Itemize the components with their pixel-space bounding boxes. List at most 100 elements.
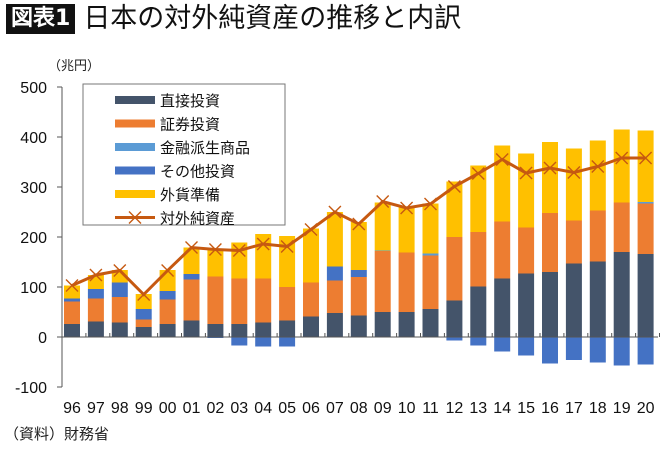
- bar-証券投資-12: [446, 237, 463, 301]
- line-marker-19: [615, 151, 629, 165]
- bar-外貨準備-06: [303, 228, 319, 283]
- bar-証券投資-09: [374, 251, 391, 312]
- x-tick-label: 00: [159, 400, 177, 417]
- bar-外貨準備-20: [637, 130, 654, 202]
- bar-直接投資-07: [326, 313, 343, 337]
- line-marker-04: [256, 237, 270, 251]
- line-marker-13: [471, 167, 485, 180]
- bar-証券投資-13: [470, 232, 487, 287]
- bar-外貨準備-10: [398, 207, 415, 253]
- bar-証券投資-06: [303, 282, 319, 317]
- x-tick-label: 07: [326, 400, 344, 417]
- bar-直接投資-05: [279, 320, 296, 337]
- bar-直接投資-97: [87, 321, 104, 337]
- bar-外貨準備-15: [518, 153, 535, 228]
- bar-直接投資-08: [350, 315, 367, 337]
- bar-その他投資-03: [231, 337, 248, 346]
- x-tick-label: 11: [422, 400, 439, 417]
- bar-外貨準備-01: [183, 247, 200, 274]
- bar-直接投資-12: [446, 300, 463, 337]
- bar-その他投資-08: [350, 270, 367, 277]
- line-marker-99: [137, 288, 151, 301]
- bar-直接投資-06: [303, 316, 319, 337]
- bar-外貨準備-02: [207, 249, 224, 277]
- bar-その他投資-98: [111, 282, 128, 297]
- bar-その他投資-15: [518, 337, 535, 356]
- legend-label: その他投資: [160, 163, 235, 181]
- x-tick-label: 05: [278, 400, 296, 417]
- bar-直接投資-14: [494, 278, 511, 337]
- x-tick-label: 96: [63, 400, 81, 417]
- bar-証券投資-11: [422, 255, 439, 309]
- bar-直接投資-19: [613, 252, 630, 337]
- bar-証券投資-00: [159, 299, 176, 324]
- bar-証券投資-07: [326, 280, 343, 313]
- bar-証券投資-16: [542, 213, 558, 272]
- line-marker-17: [567, 166, 581, 179]
- legend-label: 直接投資: [160, 92, 220, 110]
- bar-その他投資-96: [64, 298, 80, 302]
- bar-その他投資-17: [565, 337, 582, 360]
- line-marker-03: [232, 244, 246, 257]
- bar-証券投資-97: [87, 298, 104, 322]
- bar-直接投資-96: [64, 324, 80, 337]
- bar-外貨準備-96: [64, 285, 80, 299]
- bar-直接投資-15: [518, 273, 535, 337]
- x-tick-label: 18: [589, 400, 607, 417]
- bar-その他投資-20: [637, 337, 654, 365]
- x-tick-label: 20: [637, 400, 655, 417]
- line-marker-01: [185, 241, 198, 254]
- bar-直接投資-18: [589, 261, 606, 337]
- bar-金融派生商品-09: [374, 250, 391, 251]
- legend-label: 外貨準備: [160, 186, 220, 204]
- bar-直接投資-02: [207, 324, 224, 337]
- bar-外貨準備-13: [470, 165, 487, 232]
- y-tick-label: 200: [20, 230, 47, 247]
- bar-その他投資-97: [87, 289, 104, 299]
- bar-直接投資-13: [470, 286, 487, 337]
- bar-直接投資-03: [231, 324, 248, 337]
- bar-証券投資-04: [255, 278, 272, 323]
- bar-直接投資-09: [374, 312, 391, 337]
- bar-外貨準備-19: [613, 129, 630, 203]
- x-tick-label: 99: [135, 400, 153, 417]
- bar-外貨準備-08: [350, 222, 367, 270]
- legend-label: 対外純資産: [160, 210, 235, 228]
- bar-証券投資-15: [518, 227, 535, 274]
- line-marker-96: [65, 279, 79, 292]
- bar-直接投資-00: [159, 324, 176, 337]
- bar-証券投資-05: [279, 287, 296, 321]
- line-marker-00: [161, 264, 175, 277]
- bar-直接投資-10: [398, 312, 415, 337]
- bar-外貨準備-17: [565, 148, 582, 221]
- x-tick-label: 19: [613, 400, 631, 417]
- legend-label: 金融派生商品: [160, 139, 250, 157]
- y-tick-label: 500: [20, 80, 47, 97]
- line-marker-06: [304, 223, 318, 236]
- y-tick-label: 0: [38, 330, 47, 347]
- legend-label: 証券投資: [160, 116, 220, 134]
- x-tick-label: 14: [493, 400, 511, 417]
- chart-title: 図表1 日本の対外純資産の推移と内訳: [6, 4, 461, 34]
- y-tick-label: 400: [20, 130, 47, 147]
- x-tick-label: 15: [517, 400, 535, 417]
- line-marker-20: [639, 151, 653, 165]
- bar-直接投資-98: [111, 322, 128, 337]
- bar-証券投資-01: [183, 279, 200, 321]
- line-marker-09: [376, 195, 390, 208]
- page-title: 日本の対外純資産の推移と内訳: [83, 3, 462, 34]
- bar-証券投資-10: [398, 252, 415, 312]
- bar-直接投資-04: [255, 322, 272, 337]
- bar-その他投資-14: [494, 337, 511, 352]
- y-tick-label: 300: [20, 180, 47, 197]
- bar-その他投資-05: [279, 337, 296, 347]
- bar-証券投資-02: [207, 276, 224, 324]
- bar-その他投資-16: [542, 337, 558, 364]
- bar-外貨準備-04: [255, 234, 272, 279]
- line-marker-07: [328, 205, 342, 219]
- bar-直接投資-20: [637, 254, 654, 337]
- bar-証券投資-99: [135, 319, 152, 327]
- bar-その他投資-04: [255, 337, 272, 347]
- bar-証券投資-03: [231, 278, 248, 324]
- bar-金融派生商品-11: [422, 253, 439, 256]
